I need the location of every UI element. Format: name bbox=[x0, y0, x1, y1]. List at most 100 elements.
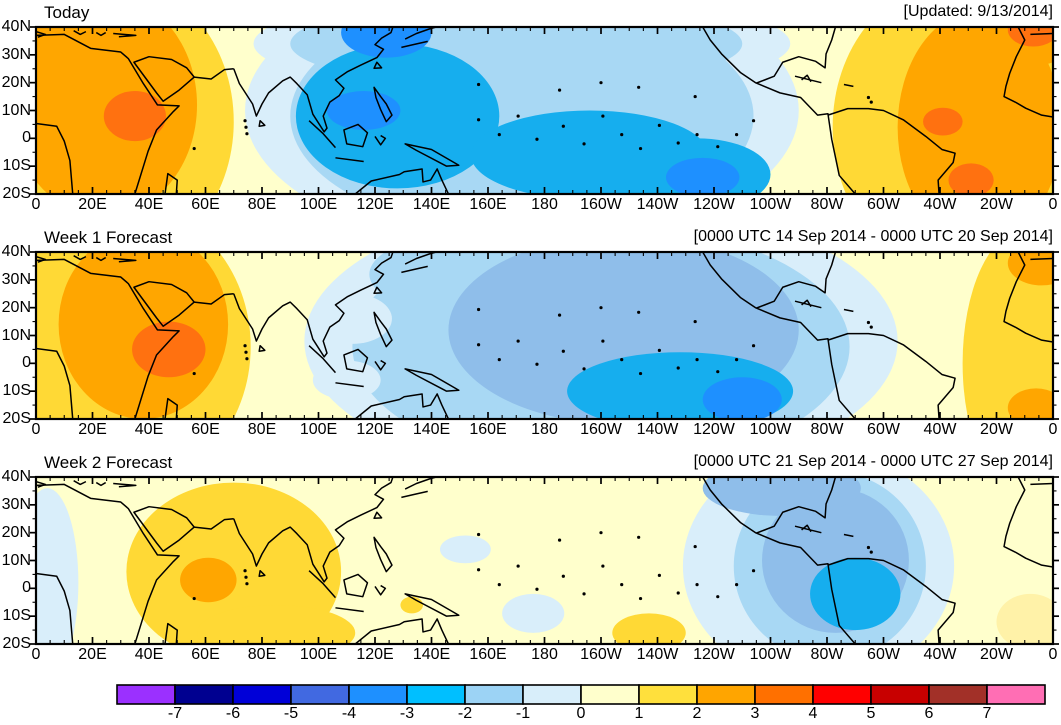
island-dot bbox=[561, 574, 565, 578]
x-axis-label: 60W bbox=[867, 196, 900, 213]
panel-today: Today [Updated: 9/13/2014] 40N 30N 20N 10N 0… bbox=[0, 0, 1061, 225]
y-axis-label: 20S bbox=[2, 635, 31, 652]
anomaly-region bbox=[665, 157, 740, 194]
anomaly-region bbox=[1007, 27, 1053, 47]
x-axis-label: 120E bbox=[356, 421, 394, 438]
island-dot bbox=[657, 348, 661, 352]
anomaly-region bbox=[502, 593, 565, 633]
x-axis-label: 60E bbox=[191, 646, 220, 663]
colorbar-cell bbox=[870, 684, 930, 705]
island-dot bbox=[476, 343, 481, 347]
y-axis-label: 10S bbox=[2, 382, 31, 400]
anomaly-colorbar bbox=[116, 684, 1046, 705]
island-dot bbox=[657, 573, 661, 577]
island-dot bbox=[561, 124, 565, 128]
panel-week1: Week 1 Forecast [0000 UTC 14 Sep 2014 - … bbox=[0, 225, 1061, 450]
y-axis-label: 30N bbox=[1, 45, 31, 63]
coastlines bbox=[36, 252, 1053, 419]
anomaly-region bbox=[326, 91, 401, 130]
x-axis-label: 40E bbox=[134, 646, 164, 663]
island-dot bbox=[693, 544, 697, 549]
colorbar-cell bbox=[638, 684, 698, 705]
colorbar-tick-label: -7 bbox=[167, 705, 183, 722]
panel-date-label: [0000 UTC 14 Sep 2014 - 0000 UTC 20 Sep … bbox=[693, 228, 1053, 245]
y-axis-label: 40N bbox=[1, 18, 31, 35]
island-dot bbox=[735, 358, 739, 362]
island-dot bbox=[751, 344, 756, 348]
x-axis-label: 100E bbox=[299, 421, 338, 438]
x-axis-label: 60E bbox=[191, 196, 220, 213]
island-dot bbox=[637, 85, 641, 89]
colorbar-cell bbox=[348, 684, 408, 705]
island-dot bbox=[751, 119, 756, 123]
anomaly-map-week1 bbox=[30, 250, 1059, 421]
x-axis-label: 0 bbox=[1048, 196, 1058, 213]
x-axis-labels: 0 20E 40E 60E 80E 100E 120E 140E 160E 180 160W 140W… bbox=[0, 196, 1061, 218]
x-axis-label: 100E bbox=[299, 646, 338, 663]
x-axis-label: 60W bbox=[867, 421, 900, 438]
anomaly-region bbox=[312, 293, 392, 344]
island-dot bbox=[243, 119, 247, 123]
colorbar-cell bbox=[406, 684, 466, 705]
x-axis-label: 120E bbox=[356, 196, 394, 213]
anomaly-region bbox=[962, 252, 1053, 419]
colorbar-tick-label: 1 bbox=[634, 705, 644, 722]
panel-title: Week 1 Forecast bbox=[44, 228, 173, 247]
island-dot bbox=[869, 325, 873, 329]
island-dot bbox=[657, 123, 661, 127]
x-axis-label: 140W bbox=[636, 196, 679, 213]
island-dot bbox=[599, 306, 603, 310]
island-dot bbox=[244, 575, 248, 579]
island-dot bbox=[244, 350, 248, 354]
y-axis-label: 40N bbox=[1, 468, 31, 485]
colorbar-tick-label: 2 bbox=[692, 705, 702, 722]
colorbar-cell bbox=[290, 684, 350, 705]
colorbar-labels: -7 -6 -5 -4 -3 -2 -1 0 1 2 3 4 5 6 7 bbox=[116, 705, 1046, 725]
anomaly-region bbox=[897, 27, 1053, 194]
anomaly-region bbox=[810, 557, 901, 631]
x-axis-label: 140W bbox=[636, 646, 679, 663]
anomaly-region bbox=[126, 482, 342, 644]
y-axis-label: 10N bbox=[1, 101, 31, 119]
island-dot bbox=[637, 310, 641, 314]
island-dot bbox=[476, 307, 481, 312]
y-axis-label: 0 bbox=[22, 579, 31, 597]
x-axis-label: 40W bbox=[923, 196, 957, 213]
x-axis-label: 20W bbox=[980, 646, 1013, 663]
x-axis-label: 100E bbox=[299, 196, 338, 213]
x-axis-label: 60W bbox=[867, 646, 900, 663]
colorbar-cell bbox=[696, 684, 756, 705]
x-axis-label: 180 bbox=[531, 196, 558, 213]
anomaly-region bbox=[702, 477, 861, 516]
island-dot bbox=[637, 535, 641, 539]
x-axis-label: 160W bbox=[580, 646, 622, 663]
island-dot bbox=[693, 319, 697, 324]
anomaly-region bbox=[439, 535, 491, 564]
y-axis-label: 30N bbox=[1, 270, 31, 288]
island-dot bbox=[245, 132, 249, 136]
island-dot bbox=[516, 114, 520, 118]
y-axis-label: 0 bbox=[22, 354, 31, 372]
colorbar-cell bbox=[986, 684, 1046, 705]
colorbar-tick-label: 3 bbox=[750, 705, 760, 722]
colorbar-cell bbox=[522, 684, 582, 705]
x-axis-label: 20E bbox=[78, 196, 107, 213]
y-axis-label: 10N bbox=[1, 551, 31, 569]
panel-week2-header: Week 2 Forecast [0000 UTC 21 Sep 2014 - … bbox=[0, 451, 1053, 474]
island-dot bbox=[192, 596, 196, 601]
anomaly-region bbox=[948, 163, 994, 194]
x-axis-label: 180 bbox=[531, 646, 558, 663]
colorbar-cell bbox=[232, 684, 292, 705]
island-dot bbox=[599, 531, 603, 535]
colorbar-cell bbox=[174, 684, 234, 705]
anomaly-region bbox=[103, 91, 166, 142]
island-dot bbox=[601, 339, 605, 343]
y-axis-label: 20N bbox=[1, 523, 31, 541]
island-dot bbox=[638, 596, 643, 601]
island-dot bbox=[557, 313, 562, 317]
x-axis-label: 80W bbox=[810, 646, 844, 663]
x-axis-label: 140W bbox=[636, 421, 679, 438]
anomaly-map-week2 bbox=[30, 475, 1059, 646]
y-axis-label: 20N bbox=[1, 298, 31, 316]
